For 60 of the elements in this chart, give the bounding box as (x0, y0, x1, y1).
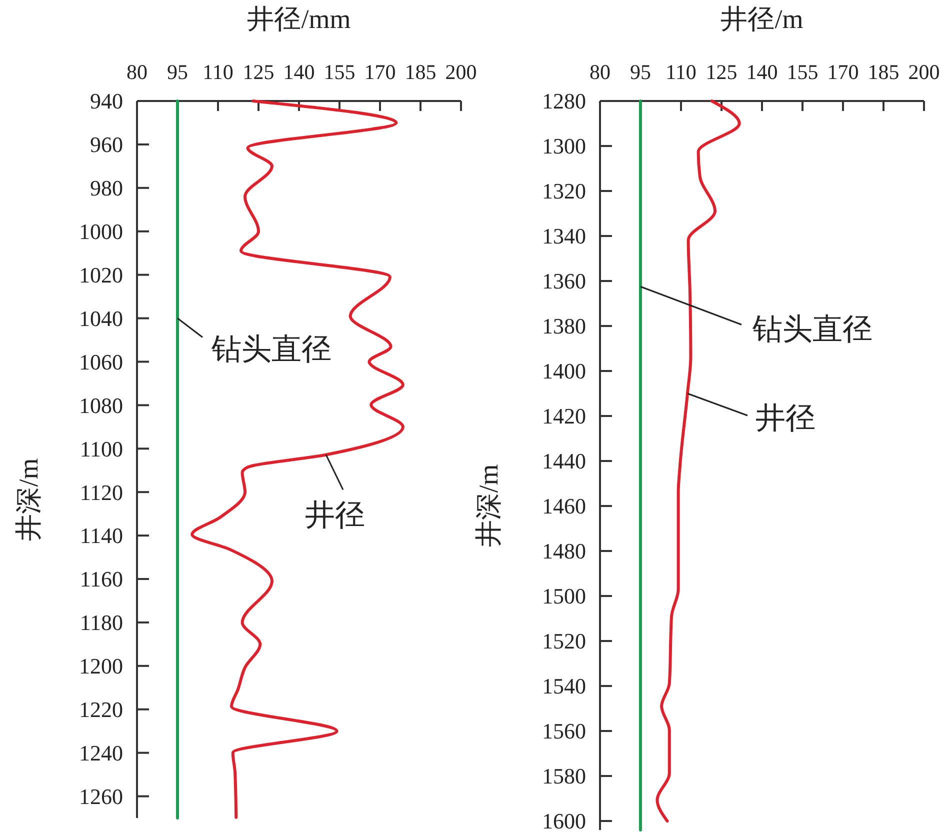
x-tick-label: 185 (404, 60, 436, 84)
y-tick-label: 1540 (542, 674, 586, 699)
annotation: 井径 (305, 499, 365, 532)
y-tick-label: 1060 (79, 349, 123, 374)
x-tick-label: 125 (242, 60, 274, 84)
y-tick-label: 1000 (79, 219, 123, 244)
x-tick-label: 155 (786, 60, 818, 84)
x-axis-title: 井径/mm (247, 4, 351, 34)
x-tick-label: 80 (126, 60, 148, 84)
annotation: 井径 (755, 402, 816, 435)
x-tick-label: 140 (283, 60, 315, 84)
y-tick-label: 960 (90, 132, 123, 158)
y-tick-label: 1360 (542, 268, 586, 294)
y-tick-label: 1080 (79, 392, 123, 418)
y-tick-label: 1560 (542, 718, 586, 744)
x-tick-label: 95 (167, 60, 188, 84)
x-tick-label: 140 (746, 60, 778, 84)
y-axis-title: 井深/m (13, 458, 44, 541)
y-tick-label: 1580 (542, 764, 586, 789)
x-tick-label: 170 (364, 60, 396, 84)
y-tick-label: 1440 (542, 448, 586, 474)
x-tick-label: 200 (908, 60, 940, 84)
y-tick-label: 1260 (79, 784, 123, 809)
x-tick-label: 170 (827, 60, 859, 84)
x-tick-label: 95 (630, 60, 651, 84)
y-tick-label: 1520 (542, 628, 586, 654)
x-tick-label: 110 (666, 60, 696, 84)
y-tick-label: 980 (90, 176, 123, 201)
x-tick-label: 185 (868, 60, 900, 84)
y-tick-label: 1280 (542, 88, 586, 114)
y-tick-label: 1240 (79, 740, 123, 766)
y-tick-label: 1380 (542, 314, 586, 339)
x-tick-label: 110 (202, 60, 234, 84)
y-axis-title: 井深/m (473, 464, 504, 547)
y-tick-label: 1100 (80, 436, 123, 462)
y-tick-label: 1500 (542, 584, 586, 609)
y-tick-label: 1140 (80, 523, 123, 548)
x-tick-label: 125 (706, 60, 738, 84)
y-tick-label: 1020 (79, 262, 123, 288)
y-tick-label: 1180 (80, 610, 123, 636)
y-tick-label: 1460 (542, 494, 586, 519)
y-tick-label: 1160 (80, 566, 123, 592)
y-tick-label: 940 (90, 88, 123, 114)
y-tick-label: 1320 (542, 178, 586, 204)
y-tick-label: 1340 (542, 224, 586, 249)
y-tick-label: 1200 (79, 654, 123, 679)
y-tick-label: 1300 (542, 134, 586, 159)
y-tick-label: 1400 (542, 358, 586, 384)
x-axis-title: 井径/m (720, 4, 804, 34)
x-tick-label: 80 (590, 60, 610, 84)
x-tick-label: 200 (445, 60, 477, 84)
y-tick-label: 1220 (79, 697, 123, 722)
y-tick-label: 1600 (542, 808, 586, 834)
y-tick-label: 1480 (542, 538, 586, 564)
y-tick-label: 1420 (542, 404, 586, 429)
x-tick-label: 155 (324, 60, 356, 84)
annotation: 钻头直径 (752, 313, 872, 346)
annotation: 钻头直径 (210, 332, 332, 366)
y-tick-label: 1040 (79, 306, 123, 331)
y-tick-label: 1120 (80, 480, 123, 505)
